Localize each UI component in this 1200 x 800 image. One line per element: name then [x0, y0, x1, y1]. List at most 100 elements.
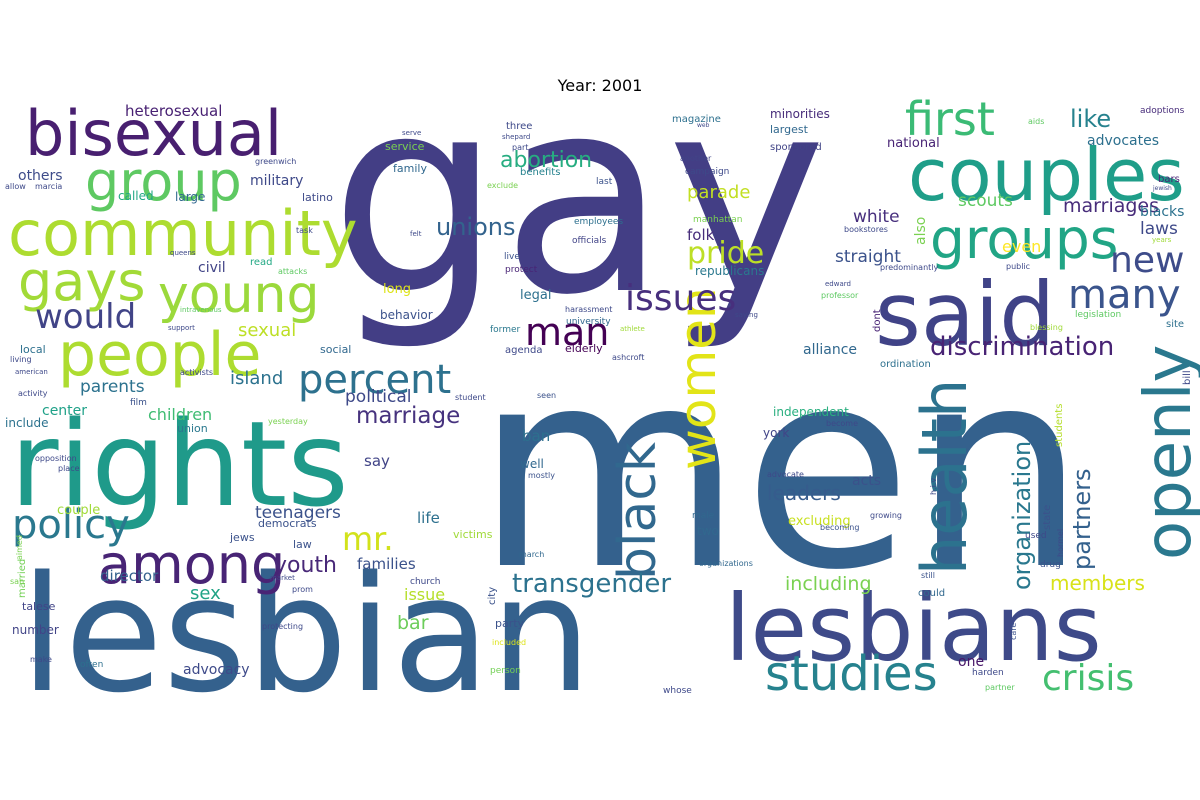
word-154: h.i.v — [929, 478, 938, 495]
word-21: policy — [12, 502, 130, 548]
word-198: make — [30, 655, 52, 664]
word-197: market — [270, 574, 295, 582]
word-86: republicans — [695, 264, 764, 278]
word-83: national — [887, 136, 940, 151]
word-170: intravenous — [180, 306, 222, 314]
word-5: said — [875, 263, 1055, 366]
word-2: lesbian — [20, 541, 592, 728]
word-1: men — [475, 310, 1086, 630]
word-177: felt — [410, 230, 422, 238]
word-102: large — [175, 190, 205, 204]
word-145: whose — [663, 686, 692, 696]
word-164: american — [15, 368, 48, 376]
word-77: couple — [57, 503, 100, 518]
word-97: well — [520, 457, 544, 471]
word-48: sexual — [238, 320, 296, 341]
word-125: legislation — [1075, 310, 1121, 320]
word-73: alliance — [803, 342, 857, 358]
word-66: ban — [522, 427, 550, 445]
word-194: athlete — [620, 325, 645, 333]
word-91: union — [177, 422, 208, 435]
word-22: percent — [298, 357, 451, 403]
word-56: director — [100, 567, 159, 585]
word-99: victims — [453, 528, 493, 541]
word-42: including — [785, 573, 872, 595]
word-152: hormel — [1056, 529, 1065, 557]
word-119: ashcroft — [612, 353, 644, 362]
word-112: employees — [574, 217, 623, 227]
word-69: folk — [687, 226, 715, 244]
word-160: opposition — [35, 454, 77, 463]
word-144: often — [80, 660, 103, 670]
word-108: benefits — [520, 167, 560, 178]
word-187: public — [1006, 262, 1030, 271]
word-191: jewish — [1152, 185, 1172, 192]
word-129: students — [1054, 404, 1065, 447]
word-146: harden — [972, 668, 1004, 678]
word-6: couples — [908, 133, 1185, 217]
word-130: state — [1042, 505, 1053, 530]
word-80: legal — [520, 288, 551, 303]
word-78: one — [958, 654, 984, 670]
word-85: minorities — [770, 107, 830, 121]
word-41: leaders — [767, 481, 841, 505]
word-8: bisexual — [25, 97, 282, 170]
word-7: community — [8, 197, 358, 270]
word-32: pride — [687, 236, 764, 271]
word-101: called — [118, 189, 154, 203]
word-188: edward — [825, 280, 851, 288]
word-174: allow — [5, 182, 26, 191]
word-95: two — [697, 524, 719, 538]
word-26: new — [1110, 240, 1184, 281]
word-183: manhattan — [693, 215, 742, 225]
chart-title: Year: 2001 — [557, 76, 643, 95]
word-163: living — [10, 355, 32, 364]
word-116: protect — [505, 265, 538, 275]
word-51: political — [345, 387, 412, 407]
word-161: place — [58, 464, 80, 473]
word-16: young — [158, 265, 320, 325]
word-67: say — [364, 452, 390, 470]
word-61: heterosexual — [125, 102, 222, 120]
word-148: care — [1009, 623, 1018, 640]
word-90: include — [5, 416, 48, 430]
word-14: groups — [930, 207, 1118, 271]
word-38: like — [1070, 105, 1111, 133]
word-93: law — [293, 538, 312, 551]
word-122: dont — [872, 309, 883, 332]
word-190: years — [1152, 236, 1172, 244]
word-106: service — [385, 140, 425, 153]
word-31: discrimination — [930, 332, 1114, 362]
word-43: marriages — [1063, 195, 1159, 217]
word-143: person — [490, 666, 521, 676]
word-50: parents — [80, 377, 145, 397]
word-13: gays — [18, 250, 145, 313]
word-35: marriage — [356, 403, 460, 429]
word-63: civil — [198, 260, 226, 276]
word-138: church — [410, 577, 441, 587]
word-186: predominantly — [880, 263, 939, 272]
word-132: mostly — [528, 471, 555, 480]
word-114: campaign — [685, 167, 729, 177]
word-11: openly — [1132, 345, 1200, 560]
word-159: aimed — [15, 535, 24, 560]
word-54: center — [42, 403, 87, 419]
word-72: acts — [852, 473, 881, 489]
word-142: included — [492, 638, 526, 647]
word-4: lesbians — [725, 575, 1102, 682]
word-133: seen — [537, 391, 556, 400]
word-169: support — [168, 324, 195, 332]
word-55: island — [230, 368, 283, 389]
word-98: york — [763, 426, 789, 440]
word-53: sex — [190, 583, 221, 604]
word-57: bar — [397, 612, 429, 634]
word-118: university — [566, 317, 611, 327]
word-140: prom — [292, 585, 313, 594]
word-173: greenwich — [255, 157, 296, 166]
word-70: blacks — [1140, 204, 1184, 220]
word-137: organizations — [699, 559, 753, 568]
word-92: jews — [229, 531, 255, 544]
word-156: become — [826, 419, 858, 428]
word-17: black — [608, 442, 668, 580]
